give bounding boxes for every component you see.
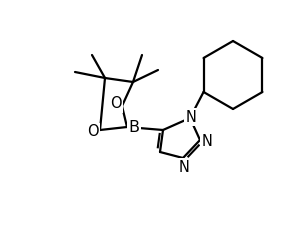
Text: N: N [202,133,213,149]
Text: O: O [87,125,99,139]
Text: B: B [129,120,139,134]
Text: O: O [110,96,122,112]
Text: N: N [178,160,189,174]
Text: N: N [185,109,197,125]
